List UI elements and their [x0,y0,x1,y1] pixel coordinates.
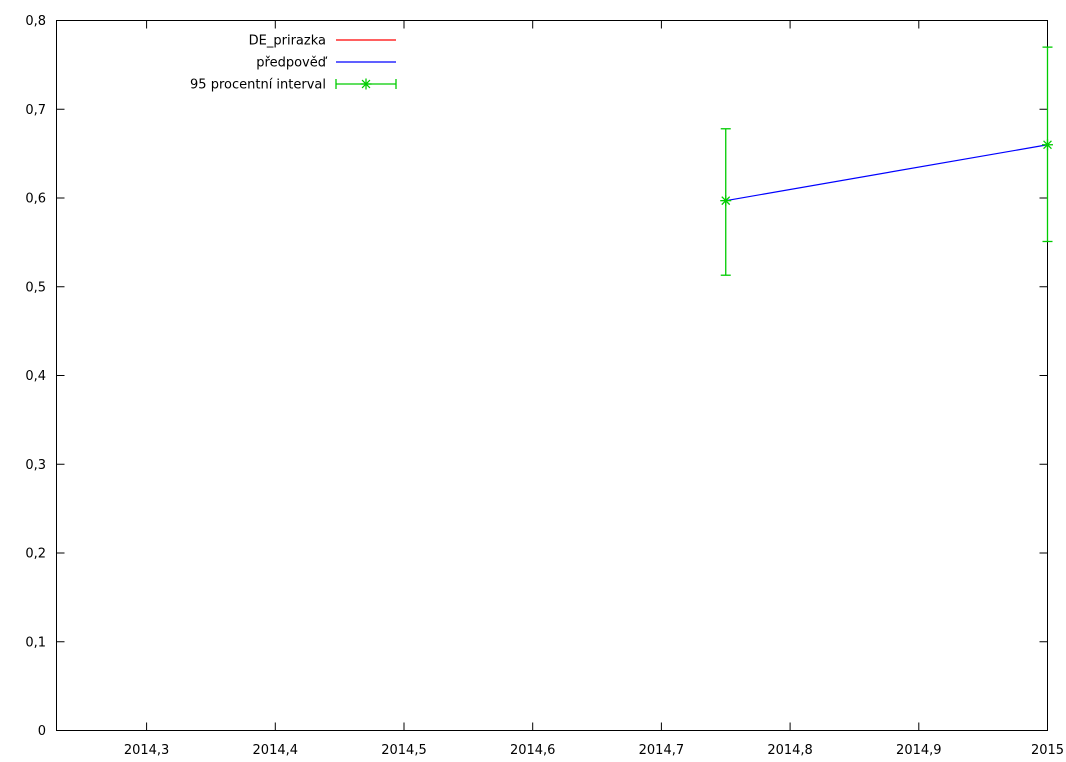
y-tick-label: 0 [38,724,46,739]
legend-item-1: předpověď [256,56,396,71]
data-point-marker [720,195,732,207]
legend: DE_prirazka předpověď 95 procentní interva… [190,34,397,93]
x-tick-label: 2014,8 [767,743,813,758]
legend-label: předpověď [256,56,327,71]
x-tick-label: 2014,7 [639,743,685,758]
x-tick-label: 2014,4 [253,743,299,758]
y-tick-label: 0,8 [25,14,46,29]
series-layer [725,144,1048,202]
y-tick-label: 0,2 [25,547,46,562]
legend-label: DE_prirazka [249,34,326,49]
data-point-marker [1042,139,1053,151]
x-tick-label: 2014,3 [124,743,170,758]
error-bar-0 [720,128,732,276]
x-tick-label: 2014,9 [896,743,942,758]
legend-label: 95 procentní interval [190,78,326,93]
axis-ticks: 2014,3 2014,4 2014,5 2014,6 2014,7 2014,8 2014… [25,14,1064,758]
series-line-1 [725,144,1048,202]
x-tick-label: 2014,5 [381,743,427,758]
errorbar-layer [720,46,1053,276]
x-tick-label: 2014,6 [510,743,556,758]
y-tick-label: 0,7 [25,103,46,118]
y-tick-label: 0,3 [25,458,46,473]
y-tick-label: 0,4 [25,369,46,384]
error-bar-1 [1042,46,1053,243]
y-tick-label: 0,5 [25,280,46,295]
legend-item-2: 95 procentní interval [190,78,397,93]
y-tick-label: 0,1 [25,635,46,650]
legend-marker [360,78,372,90]
x-tick-label: 2015 [1031,743,1064,758]
y-tick-label: 0,6 [25,192,46,207]
legend-item-0: DE_prirazka [249,34,396,49]
plot-frame [56,20,1048,731]
